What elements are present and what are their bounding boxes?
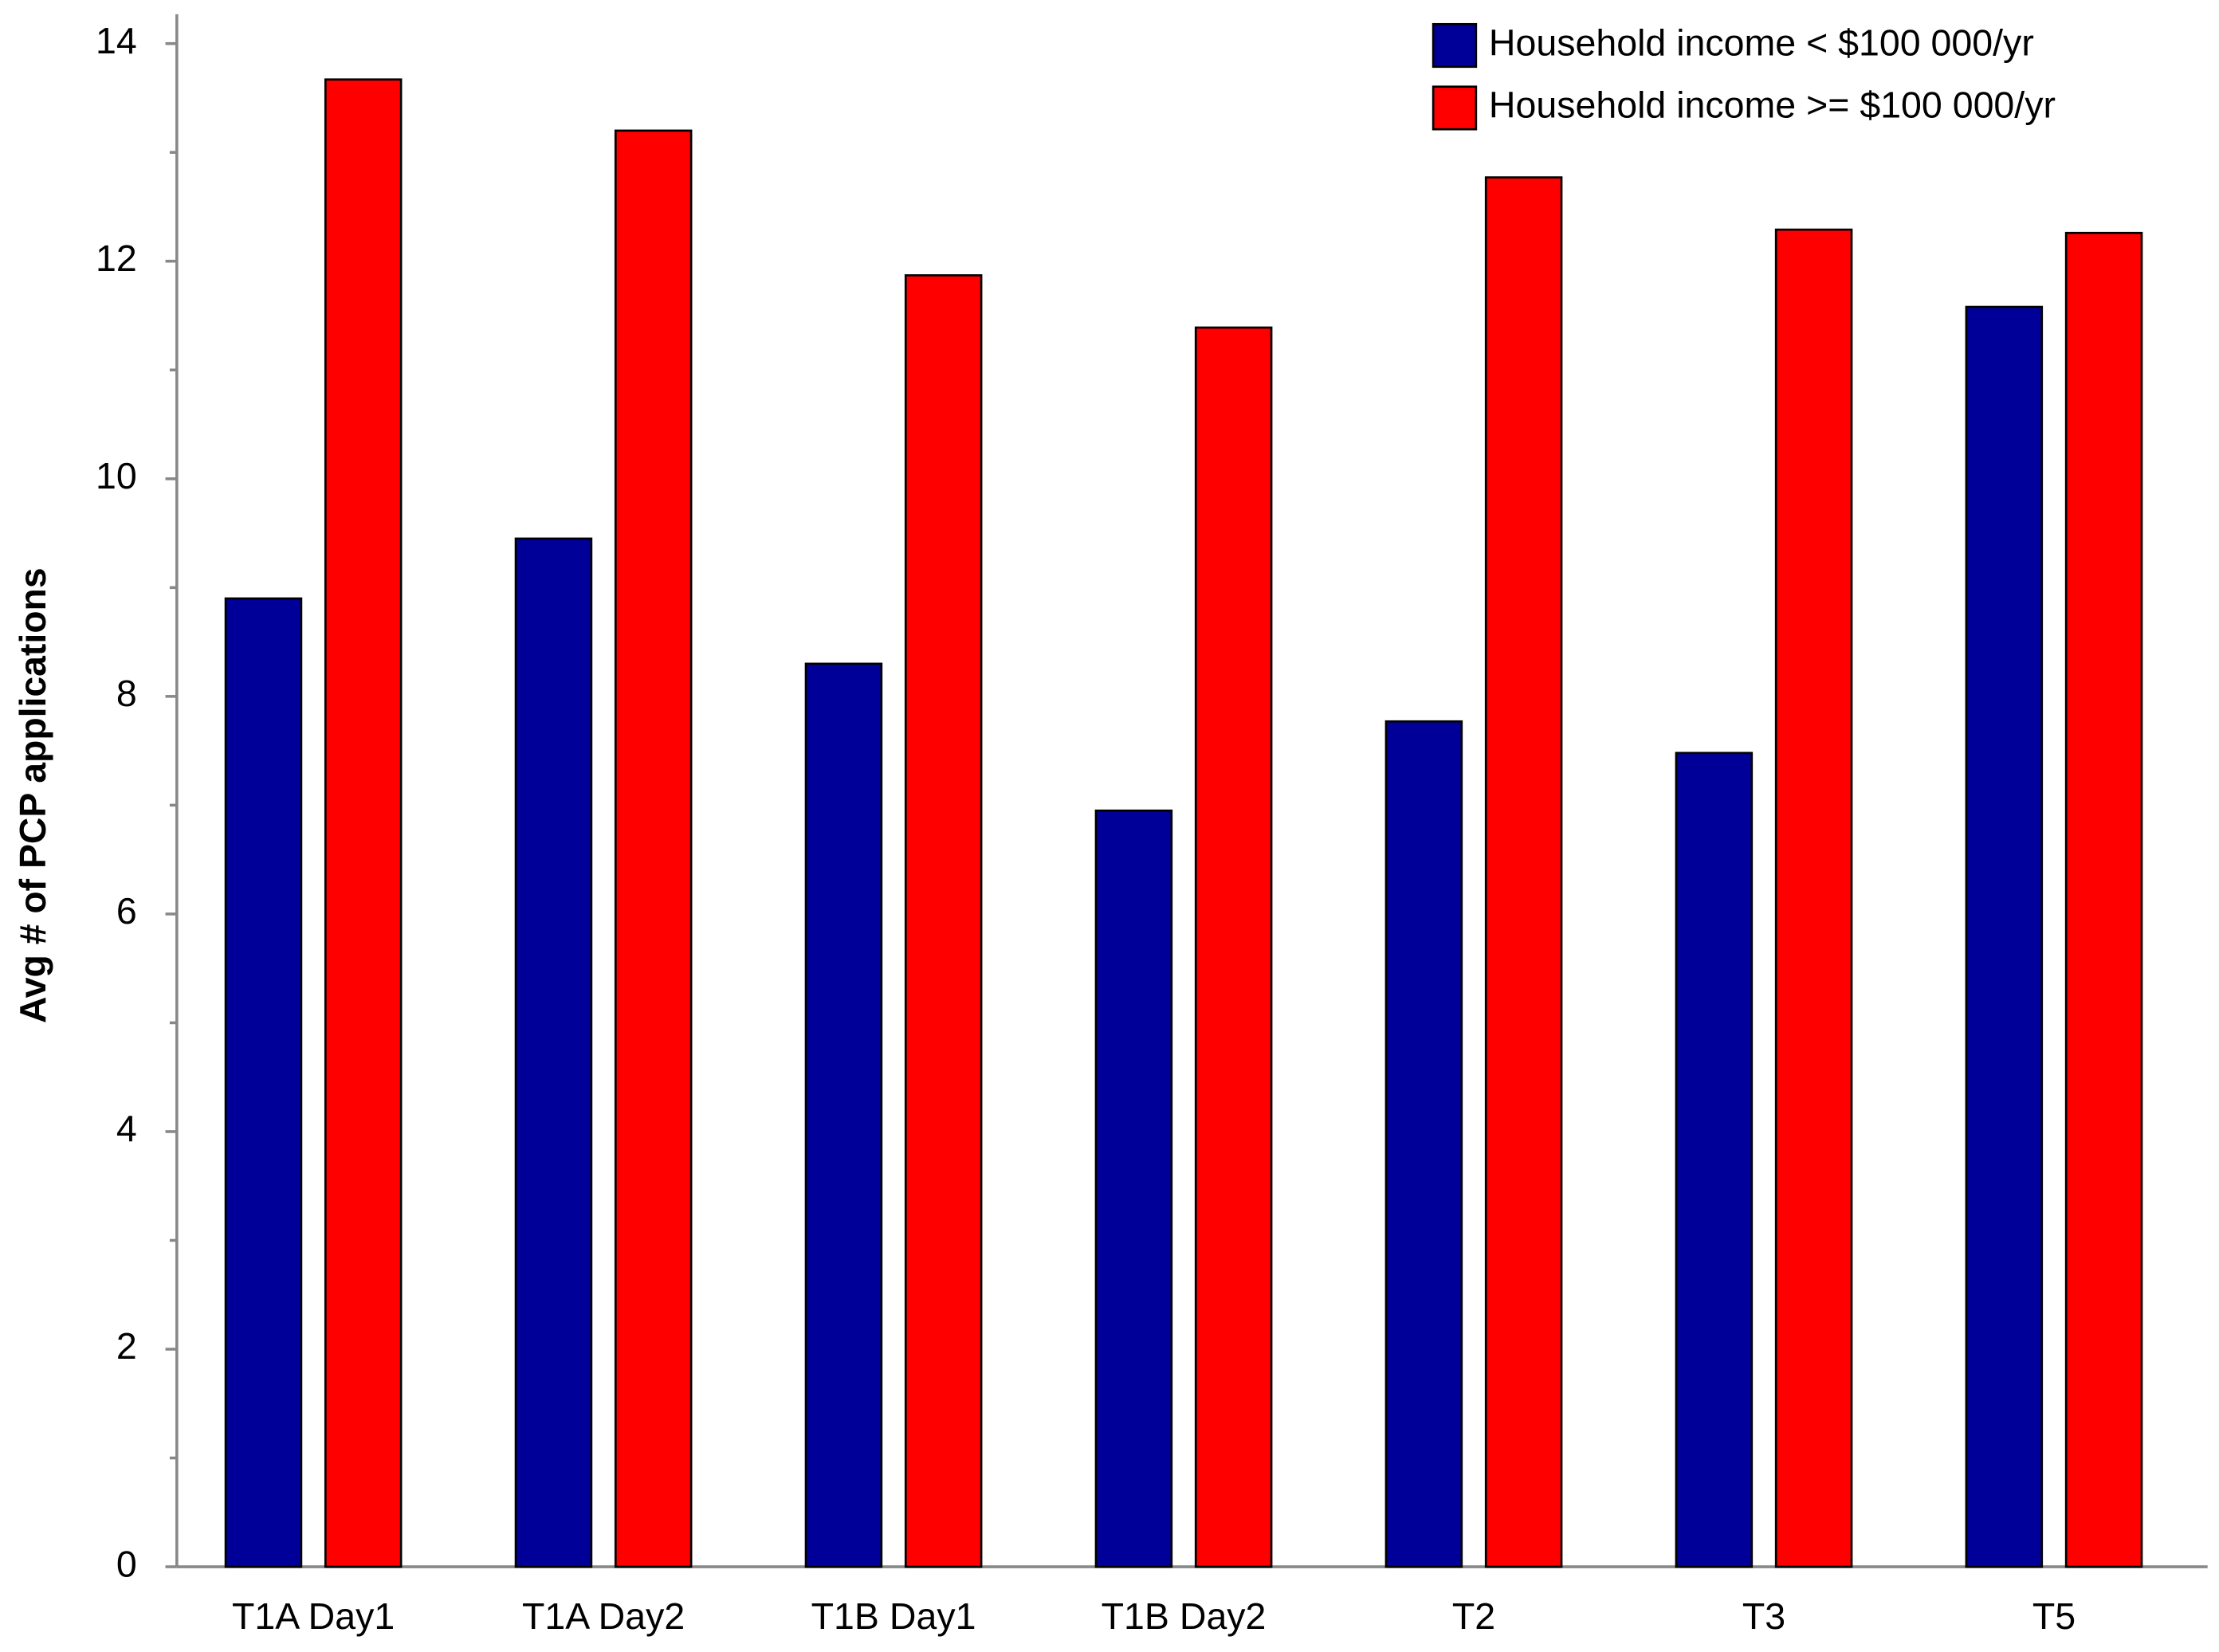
legend-label: Household income < $100 000/yr	[1489, 22, 2034, 63]
y-axis-label: Avg # of PCP applications	[12, 567, 53, 1023]
x-tick-label: T5	[2032, 1595, 2076, 1637]
y-tick-label: 8	[116, 673, 137, 714]
x-tick-label: T3	[1742, 1595, 1785, 1637]
x-tick-label: T2	[1452, 1595, 1495, 1637]
y-tick-label: 12	[96, 237, 137, 279]
bar	[904, 274, 983, 1568]
y-tick-label: 6	[116, 890, 137, 932]
bar	[514, 537, 593, 1568]
bar	[1774, 228, 1853, 1568]
y-tick-label: 4	[116, 1108, 137, 1149]
x-tick-label: T1B Day2	[1102, 1595, 1267, 1637]
x-tick-label: T1B Day1	[811, 1595, 976, 1637]
y-tick-label: 2	[116, 1325, 137, 1367]
legend-swatch	[1432, 22, 1478, 69]
x-tick-label: T1A Day2	[522, 1595, 685, 1637]
bar	[1484, 176, 1563, 1568]
bar	[1675, 751, 1754, 1568]
bar	[614, 129, 693, 1568]
x-tick-label: T1A Day1	[232, 1595, 395, 1637]
bar	[1965, 305, 2044, 1568]
bar	[804, 662, 883, 1568]
bar	[1384, 720, 1463, 1568]
y-tick-label: 14	[96, 20, 137, 61]
bar	[2064, 231, 2143, 1568]
y-tick-label: 0	[116, 1543, 137, 1584]
legend-swatch	[1432, 85, 1478, 131]
y-tick-label: 10	[96, 455, 137, 496]
bar	[1194, 326, 1273, 1568]
bar	[224, 597, 303, 1568]
bar	[324, 78, 403, 1568]
legend-label: Household income >= $100 000/yr	[1489, 84, 2056, 126]
bar	[1094, 809, 1173, 1568]
